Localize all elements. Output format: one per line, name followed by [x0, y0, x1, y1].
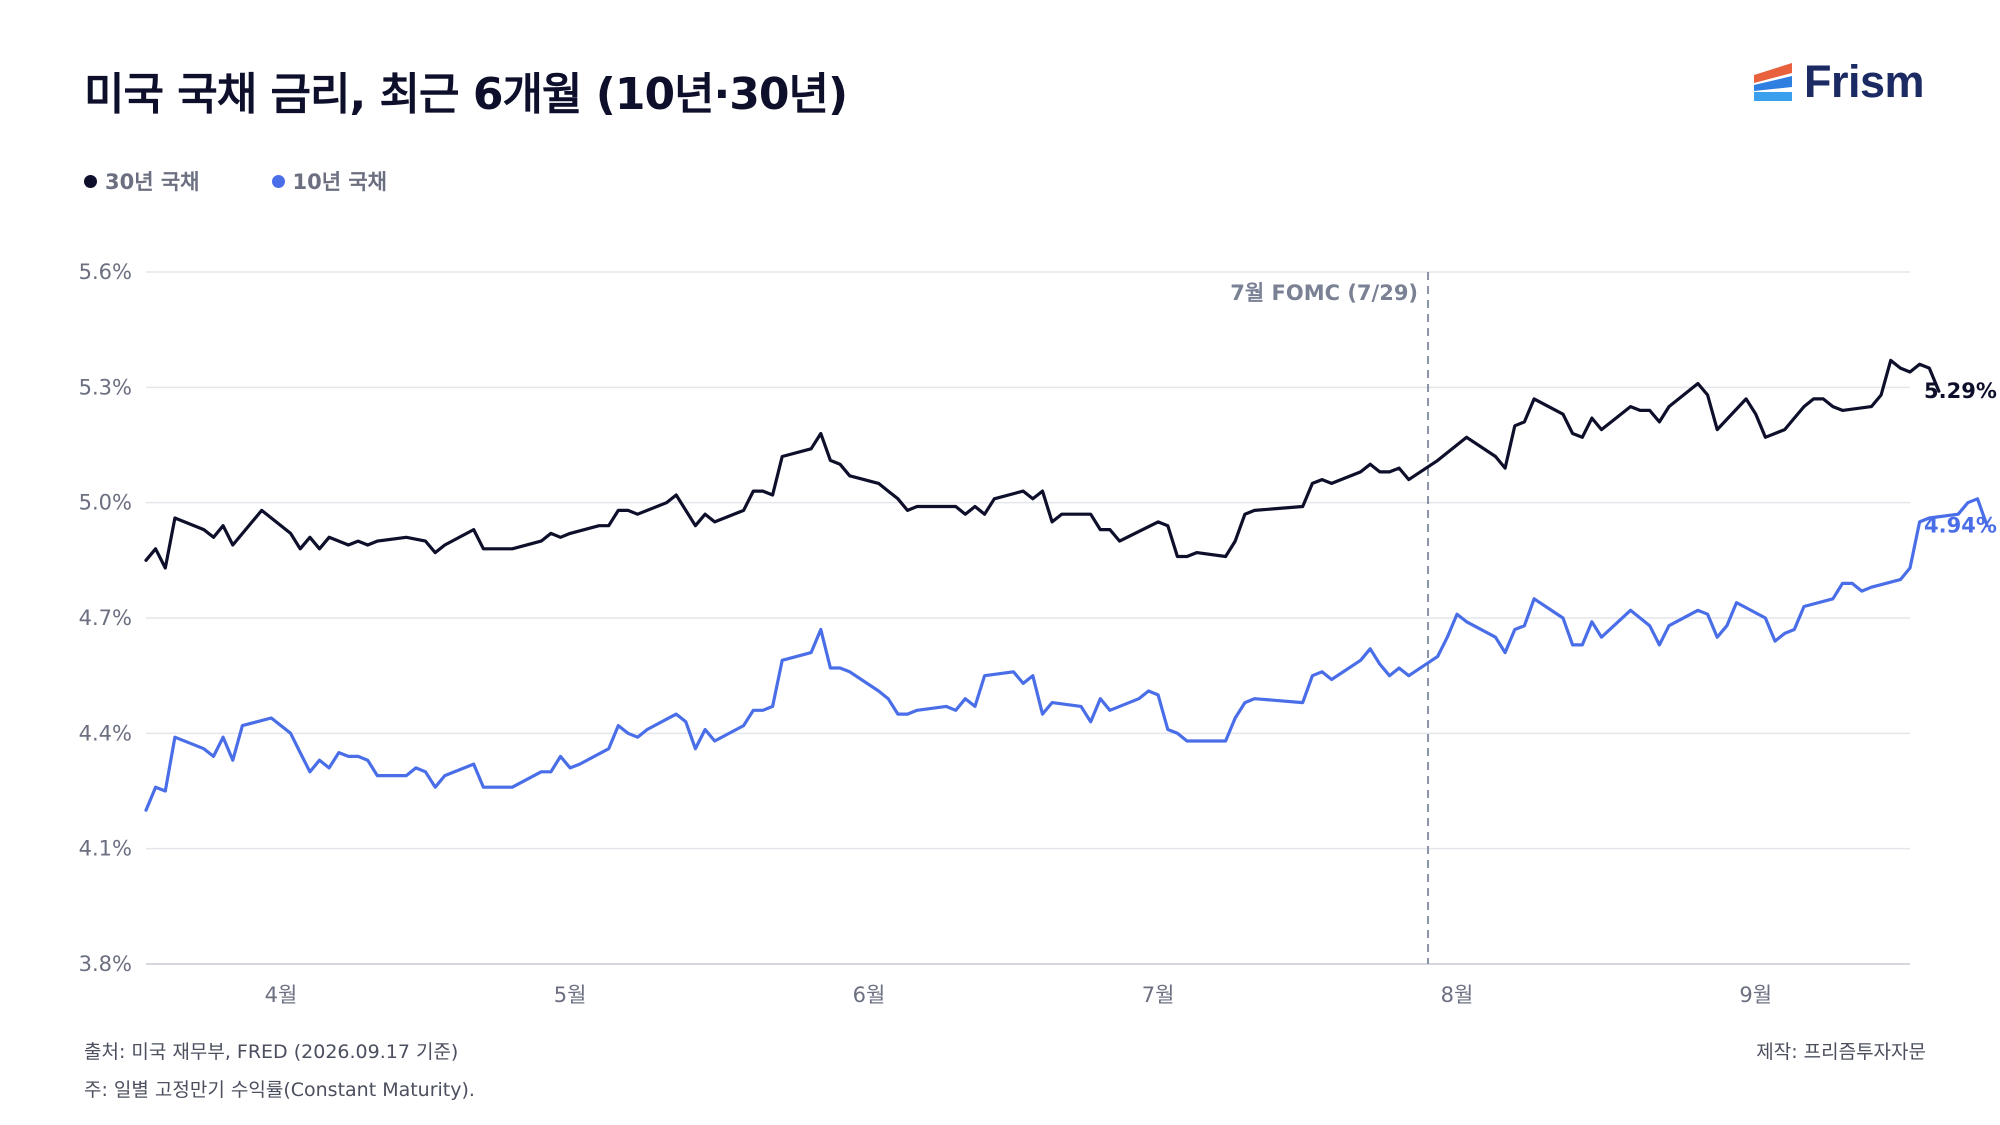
y-tick-label: 5.3% — [79, 375, 132, 399]
x-tick-label: 5월 — [554, 983, 587, 1007]
legend-item-10y: 10년 국채 — [271, 166, 388, 196]
legend-label-10y: 10년 국채 — [292, 170, 388, 194]
chart-title: 미국 국채 금리, 최근 6개월 (10년·30년) — [84, 69, 848, 120]
legend-dot-30y — [84, 174, 97, 188]
y-tick-label: 5.6% — [79, 260, 132, 284]
source-note: 출처: 미국 재무부, FRED (2026.09.17 기준) — [84, 1041, 459, 1063]
x-tick-label: 9월 — [1739, 983, 1772, 1007]
x-tick-label: 6월 — [853, 983, 886, 1007]
series-line-10y — [144, 497, 1989, 812]
y-tick-label: 4.4% — [79, 721, 132, 745]
y-tick-label: 4.1% — [79, 837, 132, 861]
stacked-stripes-logo-icon — [1754, 63, 1792, 101]
y-tick-label: 5.0% — [79, 491, 132, 515]
legend: 30년 국채 10년 국채 — [84, 166, 459, 196]
x-tick-label: 7월 — [1142, 983, 1175, 1007]
series-line-30y — [144, 358, 1941, 570]
legend-dot-10y — [271, 174, 285, 188]
fomc-annotation-label: 7월 FOMC (7/29) — [1230, 281, 1418, 305]
end-label-30y: 5.29% — [1924, 379, 1997, 403]
x-tick-label: 8월 — [1441, 983, 1474, 1007]
brand: Frism — [1754, 56, 1925, 107]
brand-name: Frism — [1804, 56, 1925, 107]
credit-note: 제작: 프리즘투자자문 — [1756, 1041, 1926, 1063]
end-label-10y: 4.94% — [1924, 514, 1997, 538]
y-tick-label: 4.7% — [79, 606, 132, 630]
footnote: 주: 일별 고정만기 수익률(Constant Maturity). — [84, 1079, 475, 1101]
legend-item-30y: 30년 국채 — [84, 166, 200, 196]
y-tick-label: 3.8% — [79, 952, 132, 976]
legend-label-30y: 30년 국채 — [105, 170, 200, 194]
x-tick-label: 4월 — [265, 983, 298, 1007]
